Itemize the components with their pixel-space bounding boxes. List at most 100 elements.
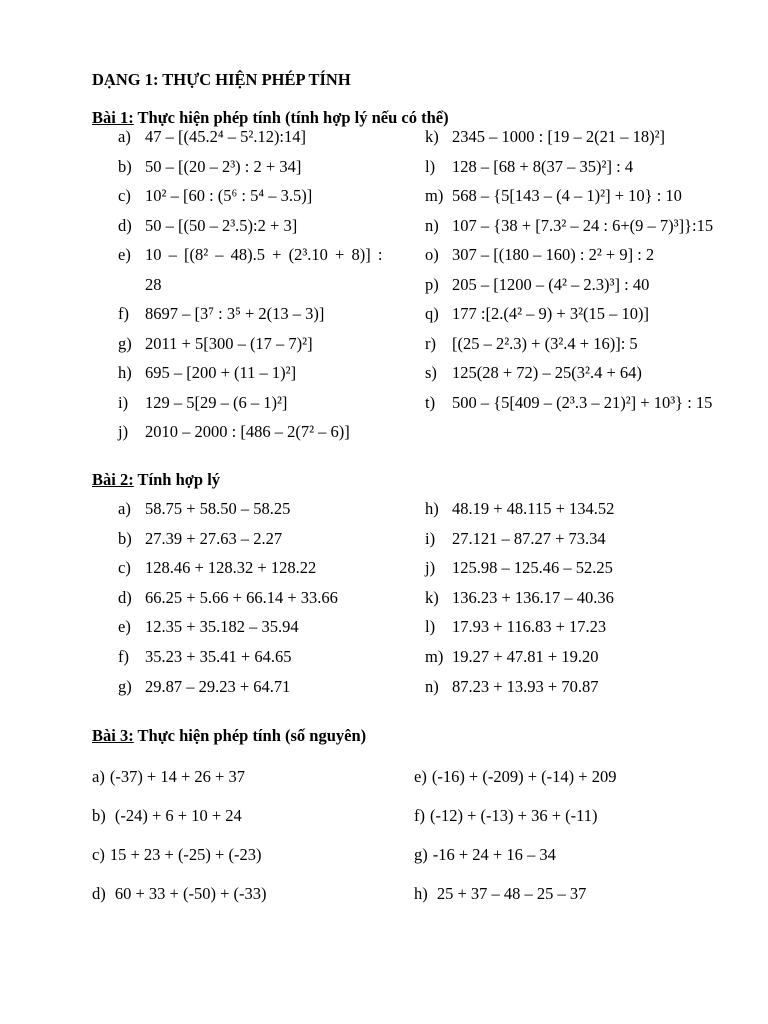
item-expression: 35.23 + 35.41 + 64.65 <box>145 647 292 666</box>
item-label: e) <box>414 767 427 786</box>
item-label: a) <box>118 127 131 146</box>
exercise-item: p) 205 – [1200 – (4² – 2.3)³] : 40 <box>425 275 649 295</box>
exercise-item: f) 8697 – [3⁷ : 3⁵ + 2(13 – 3)] <box>118 304 324 324</box>
exercise-item: d) 66.25 + 5.66 + 66.14 + 33.66 <box>118 588 338 608</box>
item-label: d) <box>118 587 132 607</box>
section-title: Thực hiện phép tính (số nguyên) <box>133 726 367 745</box>
exercise-item: e) (-16) + (-209) + (-14) + 209 <box>414 767 616 787</box>
item-label: s) <box>425 363 437 382</box>
section-title: Thực hiện phép tính (tính hợp lý nếu có … <box>133 108 449 127</box>
exercise-item: l) 17.93 + 116.83 + 17.23 <box>425 617 606 637</box>
item-label: g) <box>118 676 132 696</box>
item-expression: 25 + 37 – 48 – 25 – 37 <box>432 884 587 903</box>
item-expression: 10² – [60 : (5⁶ : 5⁴ – 3.5)] <box>145 186 313 205</box>
item-label: k) <box>425 587 439 607</box>
item-label: e) <box>118 245 131 264</box>
item-expression: 307 – [(180 – 160) : 2² + 9] : 2 <box>452 245 655 264</box>
exercise-item: a) (-37) + 14 + 26 + 37 <box>92 767 245 787</box>
item-expression: 2011 + 5[300 – (17 – 7)²] <box>145 333 313 353</box>
item-expression: 15 + 23 + (-25) + (-23) <box>109 845 262 864</box>
section-label: Bài 3: <box>92 726 134 745</box>
item-expression: 29.87 – 29.23 + 64.71 <box>145 676 291 696</box>
exercise-item: g) -16 + 24 + 16 – 34 <box>414 845 556 865</box>
exercise-item: g) 2011 + 5[300 – (17 – 7)²] <box>118 334 313 354</box>
exercise-item: s) 125(28 + 72) – 25(3².4 + 64) <box>425 363 642 383</box>
item-expression: 12.35 + 35.182 – 35.94 <box>145 617 299 637</box>
item-expression: 66.25 + 5.66 + 66.14 + 33.66 <box>145 587 338 607</box>
exercise-item: h) 25 + 37 – 48 – 25 – 37 <box>414 884 586 904</box>
item-expression: 60 + 33 + (-50) + (-33) <box>110 884 267 903</box>
item-expression: 177 :[2.(4² – 9) + 3²(15 – 10)] <box>452 304 650 323</box>
item-label: b) <box>118 528 132 548</box>
exercise-item: d) 60 + 33 + (-50) + (-33) <box>92 884 267 904</box>
item-label: e) <box>118 617 131 637</box>
exercise-item: k) 136.23 + 136.17 – 40.36 <box>425 588 614 608</box>
item-expression: 129 – 5[29 – (6 – 1)²] <box>145 392 288 412</box>
item-expression: (-37) + 14 + 26 + 37 <box>109 767 245 786</box>
item-label: h) <box>118 363 132 382</box>
item-expression: (-16) + (-209) + (-14) + 209 <box>431 767 617 786</box>
item-label: t) <box>425 392 436 412</box>
item-expression: 125.98 – 125.46 – 52.25 <box>452 558 613 578</box>
item-label: f) <box>118 304 129 323</box>
item-label: h) <box>414 884 428 903</box>
exercise-item: c) 128.46 + 128.32 + 128.22 <box>118 558 316 578</box>
exercise-item: d) 50 – [(50 – 2³.5):2 + 3] <box>118 216 297 236</box>
item-expression: -16 + 24 + 16 – 34 <box>432 845 556 864</box>
item-expression: 136.23 + 136.17 – 40.36 <box>452 587 614 607</box>
item-label: f) <box>414 806 425 825</box>
section-heading: Bài 3: Thực hiện phép tính (số nguyên) <box>92 726 366 746</box>
exercise-item: b) 50 – [(20 – 2³) : 2 + 34] <box>118 157 301 177</box>
item-label: l) <box>425 617 436 637</box>
item-label: a) <box>92 767 105 786</box>
item-expression: 48.19 + 48.115 + 134.52 <box>452 499 615 518</box>
exercise-item: n) 107 – {38 + [7.3² – 24 : 6+(9 – 7)³]}:… <box>425 216 713 236</box>
item-label: g) <box>414 845 428 864</box>
item-label: h) <box>425 499 439 518</box>
item-expression: (-12) + (-13) + 36 + (-11) <box>430 806 598 825</box>
item-label: f) <box>118 647 129 666</box>
item-label: a) <box>118 499 131 518</box>
exercise-item: a) 47 – [(45.2⁴ – 5².12):14] <box>118 127 306 147</box>
exercise-item: b) (-24) + 6 + 10 + 24 <box>92 806 242 826</box>
item-label: c) <box>118 558 131 578</box>
item-label: d) <box>92 884 106 903</box>
item-label: i) <box>118 392 129 412</box>
exercise-item: c) 15 + 23 + (-25) + (-23) <box>92 845 261 865</box>
item-label: b) <box>92 806 106 825</box>
item-label: j) <box>425 558 436 578</box>
item-expression: 125(28 + 72) – 25(3².4 + 64) <box>452 363 642 382</box>
exercise-item: q) 177 :[2.(4² – 9) + 3²(15 – 10)] <box>425 304 649 324</box>
section-label: Bài 1: <box>92 108 134 127</box>
page-title: DẠNG 1: THỰC HIỆN PHÉP TÍNH <box>92 70 351 89</box>
item-expression: 87.23 + 13.93 + 70.87 <box>452 676 599 696</box>
item-expression: 500 – {5[409 – (2³.3 – 21)²] + 10³} : 15 <box>452 392 713 412</box>
exercise-item: r) [(25 – 2².3) + (3².4 + 16)]: 5 <box>425 334 638 354</box>
exercise-item: t) 500 – {5[409 – (2³.3 – 21)²] + 10³} : … <box>425 393 712 413</box>
item-expression: 8697 – [3⁷ : 3⁵ + 2(13 – 3)] <box>145 304 325 323</box>
item-expression: [(25 – 2².3) + (3².4 + 16)]: 5 <box>452 333 638 353</box>
item-label: g) <box>118 333 132 353</box>
exercise-item: e) 12.35 + 35.182 – 35.94 <box>118 617 299 637</box>
exercise-item: n) 87.23 + 13.93 + 70.87 <box>425 677 599 697</box>
exercise-item: i) 27.121 – 87.27 + 73.34 <box>425 529 606 549</box>
section-label: Bài 2: <box>92 470 134 489</box>
exercise-item: i) 129 – 5[29 – (6 – 1)²] <box>118 393 287 413</box>
exercise-item: j) 125.98 – 125.46 – 52.25 <box>425 558 613 578</box>
exercise-item: g) 29.87 – 29.23 + 64.71 <box>118 677 290 697</box>
item-label: b) <box>118 156 132 176</box>
item-label: m) <box>425 186 444 205</box>
item-label: n) <box>425 215 439 235</box>
item-expression: 2345 – 1000 : [19 – 2(21 – 18)²] <box>452 127 666 146</box>
item-expression: 2010 – 2000 : [486 – 2(7² – 6)] <box>145 422 350 441</box>
item-expression: 695 – [200 + (11 – 1)²] <box>145 363 297 382</box>
exercise-item: h) 48.19 + 48.115 + 134.52 <box>425 499 614 519</box>
section-title: Tính hợp lý <box>133 470 221 489</box>
item-expression: 50 – [(50 – 2³.5):2 + 3] <box>145 215 298 235</box>
item-label: n) <box>425 676 439 696</box>
exercise-item: m) 19.27 + 47.81 + 19.20 <box>425 647 599 667</box>
item-label: q) <box>425 304 439 323</box>
item-expression: 128.46 + 128.32 + 128.22 <box>145 558 317 578</box>
exercise-item: c) 10² – [60 : (5⁶ : 5⁴ – 3.5)] <box>118 186 312 206</box>
item-label: p) <box>425 274 439 294</box>
